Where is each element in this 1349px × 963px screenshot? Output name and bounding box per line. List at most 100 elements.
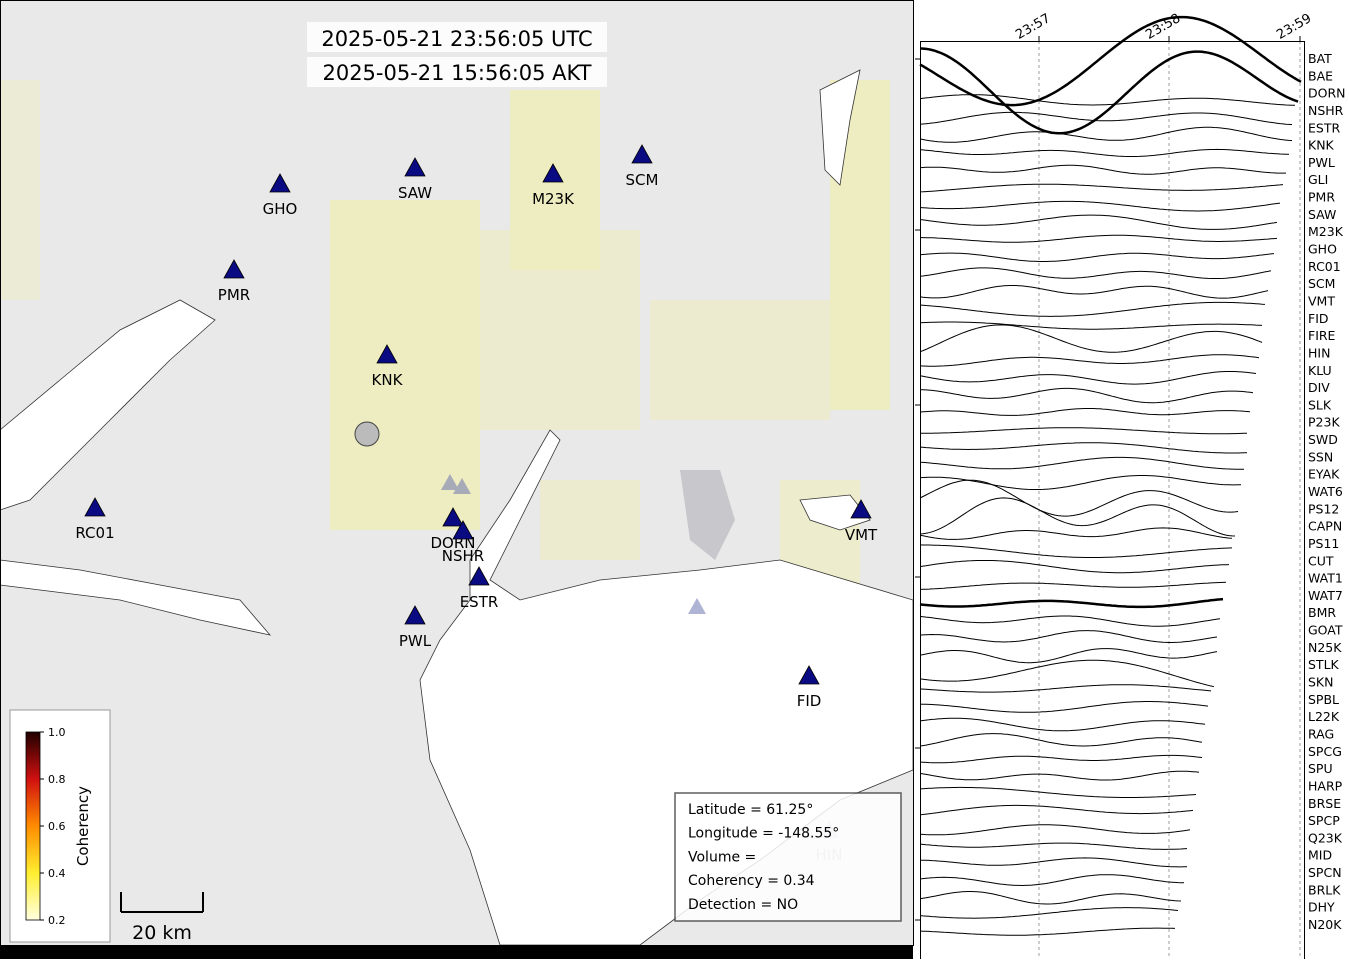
waveform-station-label: DHY [1308,900,1335,915]
waveform-station-label: N25K [1308,640,1342,655]
waveform-station-label: Q23K [1308,830,1343,845]
waveform-station-label: FID [1308,311,1329,326]
waveform-station-label: WAT7 [1308,588,1343,603]
waveform-station-label: M23K [1308,224,1344,239]
time-tick-label: 23:58 [1143,11,1183,43]
waveform-trace [919,47,1299,135]
waveform-trace [919,597,1224,609]
waveform-trace [919,874,1184,887]
waveform-station-label: WAT1 [1308,571,1343,586]
time-tick-label: 23:59 [1274,11,1314,43]
colorbar: 1.0 0.8 0.6 0.4 0.2 Coherency [9,709,111,943]
inactive-stations [441,474,706,614]
station-label: RC01 [75,524,114,542]
bottom-bar [0,945,913,959]
waveform-trace [920,427,1248,435]
station-marker [223,259,245,279]
waveform-station-label: KLU [1308,363,1332,378]
waveform-station-label: SCM [1308,276,1335,291]
station-label: VMT [845,526,878,544]
waveform-trace [919,754,1203,764]
waveform-station-label: DORN [1308,86,1346,101]
waveform-station-label: SAW [1308,207,1336,222]
waveform-station-label: ESTR [1308,120,1340,135]
waveform-trace [919,285,1269,299]
scale-label: 20 km [132,922,192,944]
info-line: Detection = NO [688,897,798,913]
waveform-trace [919,497,1236,537]
waveform-trace [919,456,1244,470]
waveform-station-label: SLK [1308,397,1332,412]
waveform-trace [919,544,1233,558]
waveform-trace [919,371,1257,385]
waveform-trace [919,527,1233,540]
station-marker [404,157,426,177]
station-label: PMR [218,286,250,304]
waveform-station-label: HARP [1308,778,1343,793]
waveform-station-label: VMT [1308,293,1335,308]
waveform-panel: 23:57 23:58 23:59 BAT BAE DORN NSHR ESTR KNK PWL G… [915,11,1346,962]
akt-time: 2025-05-21 15:56:05 AKT [322,61,591,85]
waveform-station-label: PMR [1308,190,1335,205]
waveform-station-label: GLI [1308,172,1328,187]
station-label: KNK [372,371,404,389]
coherency-overlay [0,80,890,590]
waveform-trace [919,479,1239,517]
station-marker [631,144,653,164]
waveform-trace [919,164,1286,175]
waveform-trace [919,786,1197,798]
colorbar-tick-label: 1.0 [48,726,66,739]
waveform-trace [919,111,1293,126]
waveform-station-label: PS11 [1308,536,1339,551]
utc-time: 2025-05-21 23:56:05 UTC [321,27,592,51]
waveform-station-label: RC01 [1308,259,1341,274]
source-location [354,421,380,447]
map-border [0,0,914,946]
timestamp: 2025-05-21 23:56:05 UTC 2025-05-21 15:56… [307,22,607,87]
waveform-trace [919,733,1203,747]
waveform-trace [919,770,1200,781]
station-label: SCM [626,171,659,189]
waveform-trace [919,824,1191,836]
waveform-station-label: CAPN [1308,519,1342,534]
waveform-trace [919,94,1296,106]
glaciers [680,470,735,560]
waveform-station-label: SPCN [1308,865,1342,880]
station-label: SAW [398,184,432,202]
waveform-station-label: PWL [1308,155,1335,170]
waveform-trace [919,581,1227,590]
waveform-station-label: SPCG [1308,744,1342,759]
station-marker [798,665,820,685]
station-marker [269,173,291,193]
waveform-station-label: DIV [1308,380,1330,395]
waveform-station-label: HIN [1308,345,1330,360]
waveform-trace [919,630,1218,643]
station-marker [442,507,464,527]
waveform-trace [919,684,1212,693]
station-label: FID [797,692,822,710]
station-marker [468,566,490,586]
station-marker [542,163,564,183]
station-label: NSHR [442,547,484,565]
waveform-station-label: BRLK [1308,882,1341,897]
waveform-station-label: FIRE [1308,328,1336,343]
waveform-station-label: GOAT [1308,623,1343,638]
waveform-station-label: EYAK [1308,467,1340,482]
station-label: M23K [532,190,575,208]
scale-bar: 20 km [120,892,204,944]
waveform-trace [919,252,1275,262]
colorbar-label: Coherency [74,786,92,866]
station-marker [850,499,872,519]
waveform-trace [919,214,1278,230]
waveform-trace [919,717,1206,732]
waveform-trace [919,701,1209,713]
waveform-trace [919,15,1302,107]
waveform-trace [919,927,1176,936]
waveform-station-label: PS12 [1308,501,1339,516]
waveform-trace [919,301,1266,317]
waveform-trace [919,200,1281,212]
waveform-station-label: SWD [1308,432,1338,447]
colorbar-tick-label: 0.2 [48,914,66,927]
waveform-trace [919,891,1182,905]
